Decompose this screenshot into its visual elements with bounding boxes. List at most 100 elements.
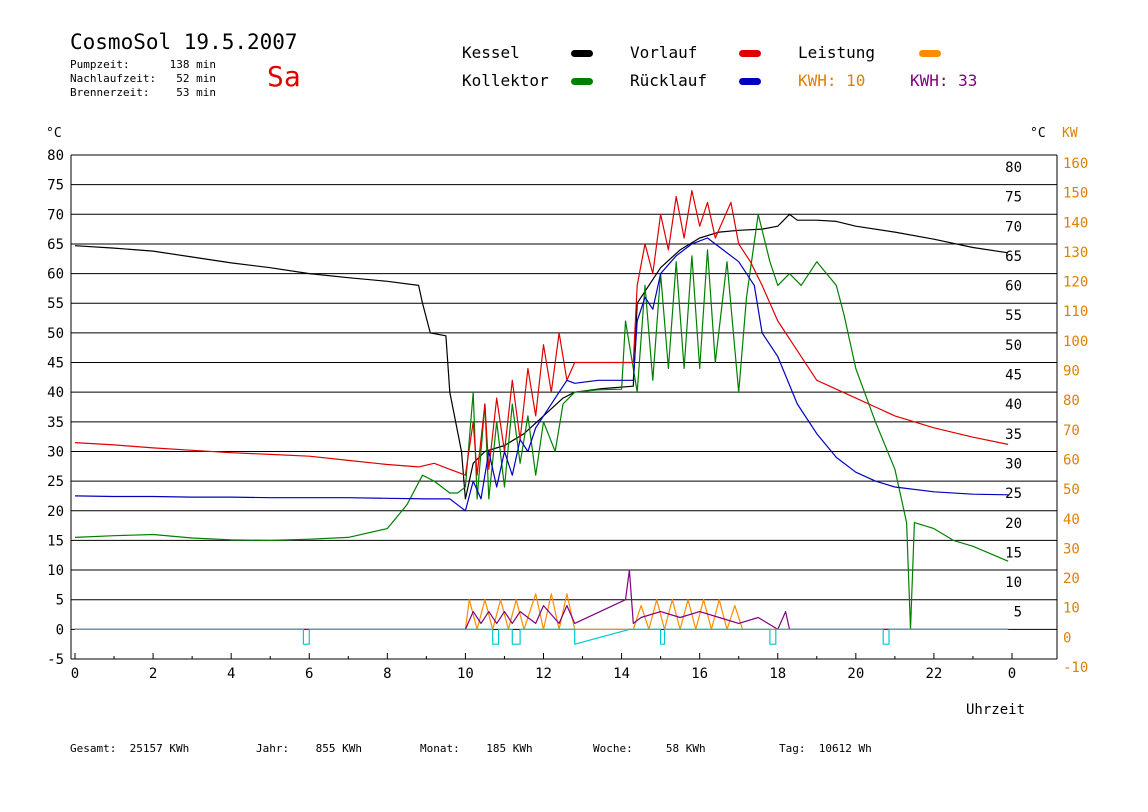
y-tick-label-right-temp: 30 xyxy=(1005,456,1022,472)
y-unit-left: °C xyxy=(46,126,62,141)
y-tick-label-right-temp: 50 xyxy=(1005,338,1022,354)
y-tick-label-right-temp: 5 xyxy=(1014,605,1022,621)
y-tick-label-right-power: 80 xyxy=(1063,393,1080,409)
y-tick-label-right-temp: 60 xyxy=(1005,279,1022,295)
series-line-ruecklauf xyxy=(74,237,1009,512)
y-tick-label-left: 60 xyxy=(47,267,64,283)
y-tick-label-left: 50 xyxy=(47,326,64,342)
series-line-kollektor xyxy=(74,213,1009,630)
y-tick-label-right-power: 60 xyxy=(1063,452,1080,468)
y-tick-label-right-temp: 10 xyxy=(1005,575,1022,591)
footer-tag: Tag: 10612 Wh xyxy=(779,742,872,755)
weekday-label: Sa xyxy=(267,60,301,93)
legend-kessel: Kessel xyxy=(462,43,520,62)
legend-kwh-orange: KWH: 10 xyxy=(798,71,866,90)
legend-ruecklauf: Rücklauf xyxy=(630,71,708,90)
y-tick-label-right-temp: 45 xyxy=(1005,368,1022,384)
series-line-pump xyxy=(75,628,1009,645)
y-tick-label-left: 75 xyxy=(47,178,64,194)
y-tick-label-right-power: 0 xyxy=(1063,630,1071,646)
x-tick-label: 2 xyxy=(149,666,157,682)
x-tick-label: 6 xyxy=(305,666,313,682)
legend-kwh-purple: KWH: 33 xyxy=(910,71,978,90)
y-tick-label-right-power: 120 xyxy=(1063,275,1088,291)
series-line-leistung xyxy=(75,593,1009,630)
y-tick-label-right-temp: 20 xyxy=(1005,516,1022,532)
legend-kollektor: Kollektor xyxy=(462,71,549,90)
series-line-kwh2 xyxy=(75,569,1009,630)
y-tick-label-right-power: 150 xyxy=(1063,186,1088,202)
y-tick-label-left: 25 xyxy=(47,474,64,490)
x-tick-label: 22 xyxy=(925,666,942,682)
y-tick-label-left: 40 xyxy=(47,385,64,401)
y-tick-label-left: 80 xyxy=(47,148,64,164)
y-tick-label-right-power: 130 xyxy=(1063,245,1088,261)
x-tick-label: 20 xyxy=(847,666,864,682)
x-tick-label: 0 xyxy=(1008,666,1016,682)
y-tick-label-left: 55 xyxy=(47,296,64,312)
legend-leistung: Leistung xyxy=(798,43,876,62)
series-line-kessel xyxy=(74,213,1009,500)
y-tick-label-right-power: 20 xyxy=(1063,571,1080,587)
x-tick-label: 4 xyxy=(227,666,235,682)
chart-title: CosmoSol 19.5.2007 xyxy=(70,30,298,54)
y-tick-label-left: 35 xyxy=(47,415,64,431)
x-tick-label: 18 xyxy=(769,666,786,682)
stat-pumpzeit: Pumpzeit: 138 min xyxy=(70,58,216,71)
y-tick-label-right-power: 160 xyxy=(1063,156,1088,172)
footer-jahr: Jahr: 855 KWh xyxy=(256,742,362,755)
y-tick-label-right-power: -10 xyxy=(1063,660,1088,676)
stat-nachlaufzeit: Nachlaufzeit: 52 min xyxy=(70,72,216,85)
x-tick-label: 14 xyxy=(613,666,630,682)
legend-vorlauf: Vorlauf xyxy=(630,43,698,62)
y-unit-right-temp: °C xyxy=(1030,126,1046,141)
y-tick-label-right-power: 90 xyxy=(1063,364,1080,380)
y-tick-label-left: 30 xyxy=(47,444,64,460)
y-tick-label-left: 70 xyxy=(47,207,64,223)
y-tick-label-right-temp: 40 xyxy=(1005,397,1022,413)
footer-gesamt: Gesamt: 25157 KWh xyxy=(70,742,190,755)
y-tick-label-right-temp: 75 xyxy=(1005,190,1022,206)
y-tick-label-left: 65 xyxy=(47,237,64,253)
y-tick-label-right-power: 100 xyxy=(1063,334,1088,350)
x-axis-label: Uhrzeit xyxy=(966,702,1025,718)
y-tick-label-left: 10 xyxy=(47,563,64,579)
y-tick-label-right-power: 30 xyxy=(1063,541,1080,557)
y-tick-label-right-temp: 25 xyxy=(1005,486,1022,502)
footer-woche: Woche: 58 KWh xyxy=(593,742,706,755)
y-tick-label-left: 5 xyxy=(56,593,64,609)
series-line-vorlauf xyxy=(74,190,1009,476)
axis-ticks: 0 2 4 6 8 10 12 14 16 18 20 22 080757065605550454035… xyxy=(46,126,1088,718)
y-unit-right-power: KW xyxy=(1062,126,1078,141)
y-tick-label-left: 20 xyxy=(47,504,64,520)
y-tick-label-right-temp: 15 xyxy=(1005,545,1022,561)
y-tick-label-right-temp: 80 xyxy=(1005,160,1022,176)
stat-brennerzeit: Brennerzeit: 53 min xyxy=(70,86,216,99)
x-tick-label: 10 xyxy=(457,666,474,682)
legend-swatch-leistung xyxy=(919,50,941,57)
y-tick-label-right-power: 10 xyxy=(1063,601,1080,617)
series-lines xyxy=(74,190,1009,645)
y-tick-label-right-power: 40 xyxy=(1063,512,1080,528)
y-tick-label-right-power: 70 xyxy=(1063,423,1080,439)
y-tick-label-right-power: 110 xyxy=(1063,304,1088,320)
legend-swatch-kollektor xyxy=(571,78,593,85)
y-tick-label-right-power: 140 xyxy=(1063,215,1088,231)
y-tick-label-left: 0 xyxy=(56,622,64,638)
x-tick-label: 0 xyxy=(71,666,79,682)
y-tick-label-right-temp: 65 xyxy=(1005,249,1022,265)
x-tick-label: 8 xyxy=(383,666,391,682)
x-tick-label: 12 xyxy=(535,666,552,682)
y-tick-label-left: 15 xyxy=(47,533,64,549)
y-tick-label-right-temp: 70 xyxy=(1005,219,1022,235)
footer-monat: Monat: 185 KWh xyxy=(420,742,533,755)
y-tick-label-left: 45 xyxy=(47,356,64,372)
legend-swatch-kessel xyxy=(571,50,593,57)
y-tick-label-right-power: 50 xyxy=(1063,482,1080,498)
y-tick-label-right-temp: 35 xyxy=(1005,427,1022,443)
legend-swatch-ruecklauf xyxy=(739,78,761,85)
y-tick-label-left: -5 xyxy=(47,652,64,668)
legend-swatch-vorlauf xyxy=(739,50,761,57)
y-tick-label-right-temp: 55 xyxy=(1005,308,1022,324)
